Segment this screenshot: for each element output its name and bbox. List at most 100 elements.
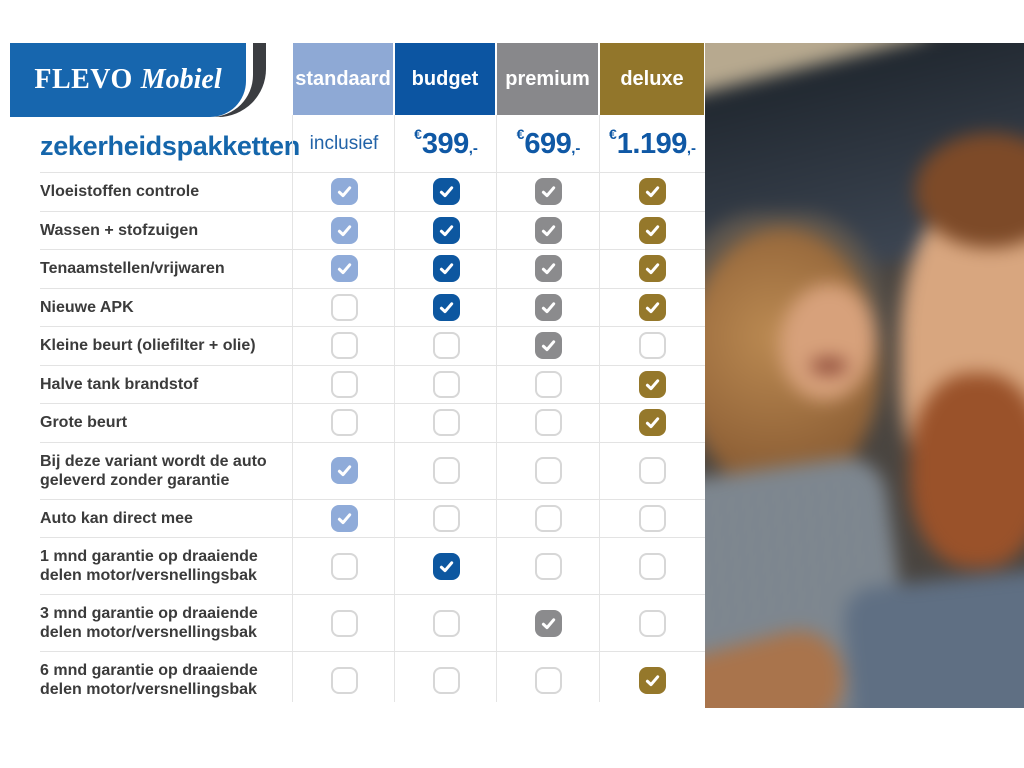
- checkbox-checked-icon[interactable]: [639, 293, 666, 321]
- checkbox-unchecked-icon[interactable]: [432, 409, 460, 437]
- checkbox-unchecked-icon[interactable]: [330, 293, 358, 321]
- checkbox-unchecked-icon[interactable]: [432, 666, 460, 694]
- checkbox-checked-icon[interactable]: [639, 370, 666, 398]
- checkbox-unchecked-icon[interactable]: [639, 457, 666, 484]
- check-icon: [645, 379, 660, 390]
- photo-man-denim-shirt-shape: [840, 566, 1024, 708]
- grid-line-vertical: [292, 115, 293, 702]
- checkbox-unchecked-icon[interactable]: [639, 504, 666, 532]
- checkbox-cell: [497, 609, 600, 637]
- checkbox-cell: [293, 178, 395, 206]
- row-label: 6 mnd garantie op draaiende delen motor/…: [40, 662, 258, 698]
- checkbox-unchecked-icon[interactable]: [330, 609, 358, 637]
- brand-logo: FLEVO Mobiel: [10, 43, 266, 117]
- price-value: €399,-: [414, 126, 478, 160]
- package-label: premium: [505, 67, 590, 90]
- table-row: Kleine beurt (oliefilter + olie): [40, 326, 705, 365]
- check-icon: [541, 263, 556, 275]
- checkbox-checked-icon[interactable]: [535, 178, 562, 206]
- checkbox-checked-icon[interactable]: [639, 216, 666, 244]
- checkbox-unchecked-icon[interactable]: [330, 409, 358, 437]
- grid-line-vertical: [496, 115, 497, 702]
- checkbox-unchecked-icon[interactable]: [330, 552, 358, 580]
- checkbox-unchecked-icon[interactable]: [330, 332, 358, 360]
- checkbox-unchecked-icon[interactable]: [432, 332, 460, 360]
- checkbox-checked-icon[interactable]: [535, 293, 562, 321]
- photo-man-hair-shape: [915, 133, 1024, 248]
- checkbox-unchecked-icon[interactable]: [330, 370, 358, 398]
- checkbox-unchecked-icon[interactable]: [432, 370, 460, 398]
- checkbox-cell: [497, 457, 600, 484]
- photo-woman-smile-shape: [810, 358, 848, 374]
- package-header-premium: premium: [497, 43, 598, 115]
- checkbox-checked-icon[interactable]: [535, 216, 562, 244]
- checkbox-unchecked-icon[interactable]: [535, 504, 562, 532]
- price-cell-deluxe: €1.199,-: [600, 126, 705, 161]
- row-label: Wassen + stofzuigen: [40, 221, 199, 239]
- checkbox-checked-icon[interactable]: [330, 457, 358, 484]
- checkbox-unchecked-icon[interactable]: [432, 504, 460, 532]
- table-row: Halve tank brandstof: [40, 364, 705, 404]
- check-icon: [439, 186, 453, 198]
- checkbox-checked-icon[interactable]: [432, 255, 460, 283]
- checkbox-unchecked-icon[interactable]: [535, 552, 562, 580]
- checkbox-unchecked-icon[interactable]: [639, 609, 666, 637]
- checkbox-checked-icon[interactable]: [330, 255, 358, 283]
- checkbox-unchecked-icon[interactable]: [535, 666, 562, 694]
- checkbox-cell: [600, 293, 705, 321]
- checkbox-checked-icon[interactable]: [639, 666, 666, 694]
- checkbox-unchecked-icon[interactable]: [330, 666, 358, 694]
- checkbox-cell: [600, 178, 705, 206]
- checkbox-unchecked-icon[interactable]: [535, 409, 562, 437]
- checkbox-checked-icon[interactable]: [330, 178, 358, 206]
- row-label: Auto kan direct mee: [40, 509, 193, 527]
- row-label: Halve tank brandstof: [40, 375, 199, 393]
- checkbox-checked-icon[interactable]: [330, 216, 358, 244]
- checkbox-cell: [497, 552, 600, 580]
- checkbox-unchecked-icon[interactable]: [639, 552, 666, 580]
- checkbox-unchecked-icon[interactable]: [639, 332, 666, 360]
- row-label: Tenaamstellen/vrijwaren: [40, 260, 225, 278]
- checkbox-checked-icon[interactable]: [639, 255, 666, 283]
- checkbox-checked-icon[interactable]: [330, 504, 358, 532]
- checkbox-checked-icon[interactable]: [432, 216, 460, 244]
- check-icon: [541, 340, 556, 352]
- checkbox-checked-icon[interactable]: [432, 552, 460, 580]
- checkbox-checked-icon[interactable]: [639, 409, 666, 437]
- checkbox-cell: [395, 255, 497, 283]
- table-row: 3 mnd garantie op draaiende delen motor/…: [40, 594, 705, 651]
- checkbox-cell: [497, 409, 600, 437]
- checkbox-cell: [600, 504, 705, 532]
- table-row: Auto kan direct mee: [40, 498, 705, 538]
- table-row: 1 mnd garantie op draaiende delen motor/…: [40, 537, 705, 594]
- grid-line-vertical: [394, 115, 395, 702]
- check-icon: [337, 263, 351, 275]
- checkbox-checked-icon[interactable]: [535, 609, 562, 637]
- checkbox-unchecked-icon[interactable]: [432, 457, 460, 484]
- checkbox-unchecked-icon[interactable]: [432, 609, 460, 637]
- checkbox-cell: [497, 255, 600, 283]
- checkbox-unchecked-icon[interactable]: [535, 370, 562, 398]
- logo-text-secondary: Mobiel: [140, 64, 222, 95]
- table-row: 6 mnd garantie op draaiende delen motor/…: [40, 651, 705, 708]
- checkbox-cell: [600, 666, 705, 694]
- checkbox-cell: [293, 293, 395, 321]
- checkbox-checked-icon[interactable]: [535, 255, 562, 283]
- row-label: Nieuwe APK: [40, 298, 134, 316]
- check-icon: [337, 513, 351, 524]
- table-row: Nieuwe APK: [40, 287, 705, 327]
- price-row: inclusief €399,- €699,- €1.199,-: [40, 115, 705, 172]
- checkbox-cell: [497, 370, 600, 398]
- page-title: zekerheidspakketten: [40, 131, 300, 161]
- checkbox-checked-icon[interactable]: [535, 332, 562, 360]
- checkbox-checked-icon[interactable]: [432, 293, 460, 321]
- price-cell-budget: €399,-: [395, 126, 497, 161]
- checkbox-unchecked-icon[interactable]: [535, 457, 562, 484]
- row-label: 3 mnd garantie op draaiende delen motor/…: [40, 605, 258, 641]
- package-label: deluxe: [620, 67, 684, 90]
- checkbox-cell: [497, 332, 600, 360]
- checkbox-checked-icon[interactable]: [639, 178, 666, 206]
- checkbox-cell: [395, 216, 497, 244]
- checkbox-checked-icon[interactable]: [432, 178, 460, 206]
- check-icon: [337, 465, 351, 477]
